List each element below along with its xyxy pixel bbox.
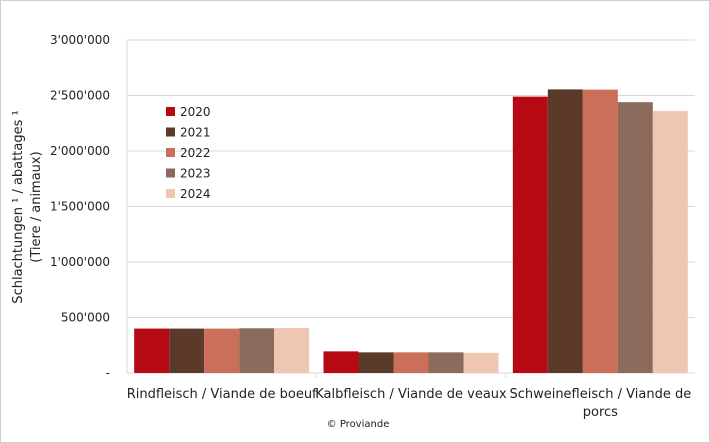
legend-label-2020: 2020	[180, 105, 211, 119]
legend-swatch-2021	[166, 127, 175, 137]
footer-copyright: © Proviande	[327, 419, 390, 430]
y-tick-label: -	[106, 366, 110, 380]
legend-swatch-2024	[166, 189, 175, 198]
bar-2024	[463, 352, 499, 373]
legend-label-2024: 2024	[180, 187, 211, 201]
legend-label-2022: 2022	[180, 146, 211, 160]
y-tick-label: 3'000'000	[50, 33, 110, 47]
bar-2024	[274, 328, 310, 373]
bar-2022	[582, 89, 618, 373]
bar-2023	[617, 102, 653, 373]
y-tick-label: 2'500'000	[50, 89, 110, 103]
y-tick-label: 1'500'000	[50, 200, 110, 214]
bar-2020	[512, 96, 548, 374]
y-tick-label: 500'000	[61, 311, 110, 325]
x-tick-label: Rindfleisch / Viande de boeuf	[127, 387, 317, 402]
bar-2021	[358, 352, 394, 373]
y-axis-label-sub: (Tiere / animaux)	[29, 151, 44, 262]
bar-2020	[323, 351, 359, 373]
legend-label-2021: 2021	[180, 126, 211, 140]
x-tick-label: Kalbfleisch / Viande de veaux	[315, 387, 507, 402]
y-tick-label: 1'000'000	[50, 255, 110, 269]
bar-2021	[169, 328, 205, 373]
bar-2022	[393, 352, 429, 373]
legend-swatch-2023	[166, 168, 175, 178]
bar-2024	[652, 111, 688, 373]
bar-2022	[204, 328, 240, 373]
bar-2020	[134, 328, 170, 373]
bar-2023	[239, 328, 275, 373]
x-tick-label: porcs	[583, 405, 618, 420]
legend-label-2023: 2023	[180, 167, 211, 181]
y-tick-label: 2'000'000	[50, 144, 110, 158]
x-tick-label: Schweinefleisch / Viande de	[509, 387, 691, 402]
y-axis-label: Schlachtungen ¹ / abattages ¹	[11, 110, 26, 303]
bar-2023	[428, 352, 464, 373]
legend-swatch-2020	[166, 107, 175, 116]
legend-swatch-2022	[166, 148, 175, 157]
bar-2021	[547, 89, 583, 374]
